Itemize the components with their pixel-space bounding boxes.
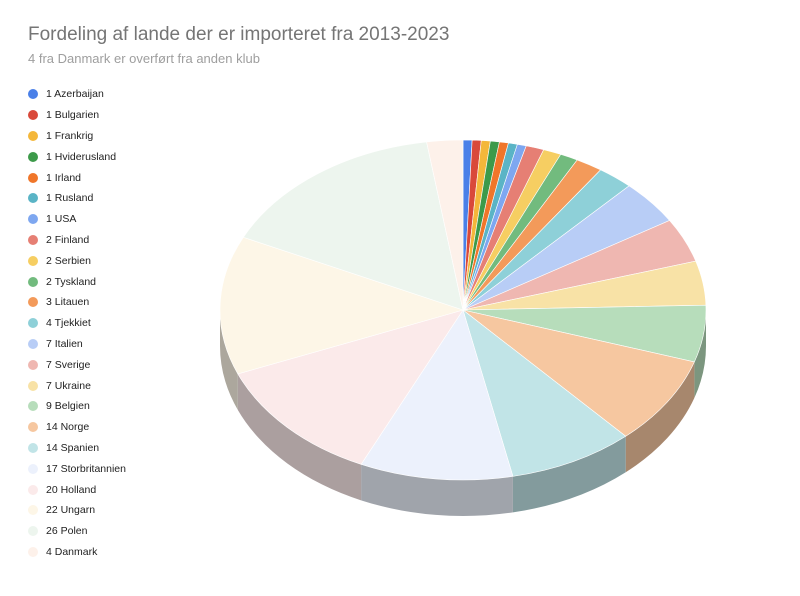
legend-label: 1 USA [46, 213, 77, 226]
legend-item: 17 Storbritannien [28, 458, 126, 479]
chart-title: Fordeling af lande der er importeret fra… [28, 24, 450, 45]
legend-label: 2 Finland [46, 233, 90, 246]
legend-swatch [28, 172, 38, 183]
pie-side-walls [220, 310, 706, 516]
legend-label: 1 Frankrig [46, 129, 94, 142]
legend-item: 1 Rusland [28, 188, 126, 209]
legend-swatch [28, 401, 38, 412]
chart-subtitle: 4 fra Danmark er overført fra anden klub [28, 51, 260, 66]
pie-slice-side [625, 361, 695, 473]
legend-label: 2 Tyskland [46, 275, 97, 288]
legend-swatch [28, 422, 38, 433]
pie-slice [360, 309, 514, 481]
legend-item: 22 Ungarn [28, 500, 126, 521]
legend-swatch [28, 526, 38, 537]
legend-label: 7 Ukraine [46, 379, 91, 392]
legend-swatch [28, 463, 38, 474]
legend-label: 7 Italien [46, 337, 83, 350]
legend-swatch [28, 546, 38, 557]
legend-item: 2 Finland [28, 230, 126, 251]
legend-label: 22 Ungarn [46, 504, 96, 517]
legend-swatch [28, 151, 38, 162]
pie-slice-side [237, 373, 362, 501]
pie-slice [462, 309, 695, 437]
legend-label: 3 Litauen [46, 296, 90, 309]
legend-swatch [28, 359, 38, 370]
legend-swatch [28, 297, 38, 308]
legend-swatch [28, 110, 38, 121]
legend-swatch [28, 380, 38, 391]
legend-label: 1 Azerbaijan [46, 88, 104, 101]
pie-slice-side [220, 310, 238, 410]
legend-item: 4 Tjekkiet [28, 313, 126, 334]
legend-swatch [28, 484, 38, 495]
legend-swatch [28, 130, 38, 141]
legend-swatch [28, 214, 38, 225]
legend-swatch [28, 255, 38, 266]
legend-label: 9 Belgien [46, 400, 90, 413]
legend-item: 1 Frankrig [28, 126, 126, 147]
legend-item: 7 Italien [28, 334, 126, 355]
legend-item: 2 Tyskland [28, 271, 126, 292]
legend-item: 1 Irland [28, 167, 126, 188]
legend-item: 14 Spanien [28, 438, 126, 459]
legend-label: 14 Spanien [46, 441, 100, 454]
pie-slice-side [694, 310, 706, 398]
legend-label: 20 Holland [46, 483, 97, 496]
legend-item: 7 Sverige [28, 354, 126, 375]
legend-item: 3 Litauen [28, 292, 126, 313]
legend-swatch [28, 276, 38, 287]
legend-swatch [28, 442, 38, 453]
legend-item: 4 Danmark [28, 542, 126, 563]
legend-label: 4 Danmark [46, 545, 98, 558]
legend-label: 4 Tjekkiet [46, 317, 91, 330]
legend-label: 1 Hviderusland [46, 150, 117, 163]
legend-label: 1 Irland [46, 171, 82, 184]
legend-label: 17 Storbritannien [46, 462, 126, 475]
legend-swatch [28, 318, 38, 329]
legend-swatch [28, 89, 38, 100]
legend-label: 1 Rusland [46, 192, 94, 205]
legend-item: 9 Belgien [28, 396, 126, 417]
legend-swatch [28, 338, 38, 349]
legend-item: 14 Norge [28, 417, 126, 438]
legend-swatch [28, 193, 38, 204]
legend-label: 14 Norge [46, 421, 90, 434]
legend-label: 2 Serbien [46, 254, 91, 267]
pie-slice [242, 141, 464, 311]
pie-slice [426, 139, 464, 311]
legend-swatch [28, 505, 38, 516]
legend-item: 7 Ukraine [28, 375, 126, 396]
legend-item: 1 Azerbaijan [28, 84, 126, 105]
legend-label: 1 Bulgarien [46, 109, 100, 122]
pie-slice [462, 309, 627, 477]
legend-item: 2 Serbien [28, 250, 126, 271]
legend-item: 26 Polen [28, 521, 126, 542]
pie-slices [219, 139, 707, 481]
chart-legend: 1 Azerbaijan 1 Bulgarien 1 Frankrig 1 Hvide… [28, 84, 126, 562]
pie-slice-side [512, 436, 626, 513]
legend-item: 1 Bulgarien [28, 105, 126, 126]
pie-slice-side [361, 464, 513, 516]
legend-label: 26 Polen [46, 525, 88, 538]
legend-item: 1 Hviderusland [28, 146, 126, 167]
legend-swatch [28, 234, 38, 245]
pie-slice [237, 309, 464, 465]
legend-item: 1 USA [28, 209, 126, 230]
pie-slice [219, 236, 465, 375]
legend-item: 20 Holland [28, 479, 126, 500]
legend-label: 7 Sverige [46, 358, 91, 371]
